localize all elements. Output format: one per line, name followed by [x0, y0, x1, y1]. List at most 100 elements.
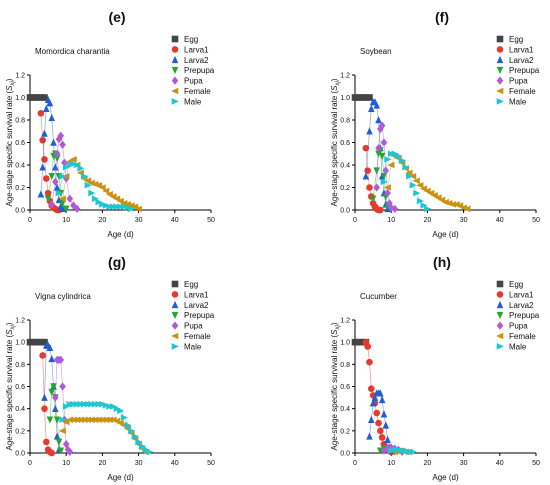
y-axis-label-subscript: xj [335, 81, 341, 87]
legend-marker [171, 291, 179, 298]
chart-panel: (h) 0 10 20 30 40 50 0.0 0.2 0.4 0.6 0.8 1.0 1.2 Age (… [330, 254, 540, 482]
x-tick-label: 30 [135, 217, 143, 224]
legend-marker [496, 300, 504, 309]
legend-marker [171, 300, 179, 309]
data-point [70, 400, 78, 408]
data-point [55, 438, 63, 446]
data-point [105, 416, 113, 424]
legend-marker [171, 35, 179, 43]
legend-label: Pupa [509, 77, 528, 86]
data-point [102, 187, 110, 195]
data-point [55, 135, 63, 144]
data-point [373, 183, 381, 192]
y-tick-label: 0.6 [340, 140, 350, 147]
data-point [66, 161, 74, 169]
data-point [46, 99, 54, 107]
x-tick-label: 20 [99, 460, 107, 467]
x-tick-label: 0 [353, 217, 357, 224]
y-axis-label-main: Age-stage specific survival rate ( [5, 335, 14, 451]
legend-label: Pupa [184, 77, 203, 86]
data-point [113, 405, 121, 412]
chart-panel: (g) 0 10 20 30 40 50 0.0 0.2 0.4 0.6 0.8 1.0 1.2 Age (… [5, 254, 215, 482]
y-axis-label-main: Age-stage specific survival rate ( [330, 91, 339, 207]
data-point [391, 446, 399, 453]
data-point [109, 203, 118, 210]
data-point [375, 419, 382, 427]
data-point [412, 177, 420, 185]
data-point [26, 338, 34, 346]
data-point [66, 447, 74, 456]
y-axis-label-subscript: xj [10, 81, 16, 87]
data-point [409, 181, 417, 189]
legend-label: Egg [184, 280, 198, 289]
data-point [395, 446, 403, 453]
chart-panel: (e) 0 10 20 30 40 50 0.0 0.2 0.4 0.6 0.8 1.0 1.2 Age (… [5, 9, 215, 239]
x-tick-label: 50 [207, 460, 215, 467]
data-point [39, 352, 46, 359]
data-point [384, 156, 392, 163]
data-point [364, 343, 371, 350]
x-tick-label: 40 [171, 460, 179, 467]
legend-label: Male [184, 97, 202, 106]
legend-marker [171, 66, 179, 75]
data-point [53, 416, 61, 424]
x-tick-label: 20 [424, 460, 432, 467]
data-point [124, 421, 132, 429]
data-point [402, 163, 410, 171]
data-point [58, 195, 66, 203]
data-point [377, 427, 384, 435]
legend-marker [171, 321, 179, 330]
data-point [73, 161, 81, 169]
x-tick-label: 50 [207, 217, 215, 224]
y-axis-label-symbol: S [5, 85, 14, 91]
data-point [362, 144, 370, 152]
data-point [382, 421, 390, 429]
data-point [52, 163, 59, 171]
data-point [99, 400, 107, 408]
y-tick-label: 1.0 [340, 95, 350, 102]
y-tick-label: 0.0 [15, 451, 25, 458]
data-point [102, 416, 110, 424]
data-point [366, 358, 373, 366]
y-tick-label: 0.8 [340, 362, 350, 369]
data-point [120, 414, 129, 421]
data-point [395, 152, 403, 160]
data-point [59, 140, 66, 149]
x-tick-label: 0 [28, 460, 32, 467]
data-point [59, 204, 66, 213]
data-point [135, 438, 143, 446]
data-point [355, 94, 362, 101]
data-point [84, 181, 92, 189]
x-tick-label: 10 [62, 217, 70, 224]
legend-marker [496, 76, 504, 85]
host-plant-annotation: Soybean [360, 47, 392, 56]
x-tick-label: 10 [387, 217, 395, 224]
legend-label: Prepupa [184, 66, 215, 75]
data-point [369, 195, 377, 203]
series-line [387, 155, 468, 210]
legend-label: Larva1 [509, 45, 534, 54]
data-point [33, 94, 41, 101]
x-tick-label: 20 [424, 217, 432, 224]
series-male [55, 160, 136, 213]
data-point [41, 156, 48, 163]
data-point [41, 393, 48, 401]
data-point [113, 203, 121, 210]
y-tick-label: 0.4 [340, 406, 350, 413]
data-point [375, 144, 382, 153]
y-axis-label: Age-stage specific survival rate (Sxj) [5, 322, 16, 450]
data-point [41, 94, 48, 101]
legend-marker [171, 46, 179, 53]
data-point [91, 400, 100, 408]
data-point [366, 127, 373, 135]
legend-marker [171, 98, 179, 105]
data-point [48, 354, 56, 363]
data-point [351, 94, 359, 101]
legend-marker [496, 291, 504, 298]
data-point [66, 194, 74, 203]
data-point [76, 416, 84, 424]
data-point [131, 433, 139, 440]
data-point [99, 201, 107, 208]
data-point [146, 448, 154, 456]
